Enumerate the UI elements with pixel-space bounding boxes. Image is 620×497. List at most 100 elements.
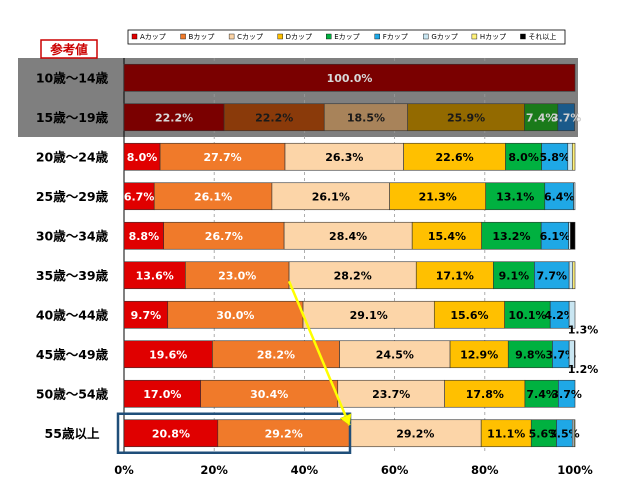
bar-segment	[541, 142, 569, 171]
outside-data-label: 1.2%	[568, 363, 599, 376]
data-label: 4.2%	[544, 309, 575, 322]
annotations: 1.3% 1.2%	[116, 280, 599, 454]
x-tick-label: 60%	[381, 463, 409, 477]
data-label: 23.0%	[218, 269, 256, 282]
data-label: 27.7%	[203, 151, 241, 164]
bars: 100.0%22.2% 22.2% 18.5% 25.9% 7.4%3.7%8.0% 27…	[123, 63, 582, 448]
data-label: 13.1%	[496, 190, 534, 203]
data-label: 11.1%	[487, 427, 525, 440]
bar-segment	[573, 182, 576, 211]
data-label: 8.0%	[508, 151, 539, 164]
legend-entry: Aカップ	[140, 33, 166, 41]
bar-segment	[200, 379, 339, 408]
bar-segment	[411, 221, 482, 250]
category-label: 50歳～54歳	[36, 386, 109, 401]
legend-swatch	[326, 33, 332, 40]
data-label: 30.0%	[216, 309, 254, 322]
bar-segment	[572, 261, 576, 290]
data-label: 26.1%	[312, 190, 350, 203]
highlight-box	[116, 412, 352, 454]
bar-segment	[123, 419, 219, 448]
bar-segment	[123, 103, 225, 132]
bar-segment	[433, 300, 505, 329]
bar-segment	[540, 221, 569, 250]
data-label: 29.2%	[396, 427, 434, 440]
data-label: 20.8%	[152, 427, 190, 440]
data-label: 17.1%	[436, 269, 474, 282]
legend-entry: Gカップ	[431, 33, 457, 41]
data-label: 21.3%	[419, 190, 457, 203]
bar-segment	[571, 142, 576, 171]
x-tick-label: 0%	[114, 463, 134, 477]
data-label: 29.1%	[350, 309, 388, 322]
bar-segment	[493, 261, 535, 290]
category-label: 40歳～44歳	[36, 307, 109, 322]
legend-entry: Bカップ	[189, 33, 215, 41]
data-label: 26.3%	[325, 151, 363, 164]
data-label: 9.1%	[499, 269, 530, 282]
bar-segment	[573, 419, 576, 448]
data-label: 26.1%	[194, 190, 232, 203]
category-label: 35歳～39歳	[36, 268, 109, 283]
data-label: 28.4%	[329, 230, 367, 243]
bar-segment	[558, 379, 576, 408]
legend-box	[127, 29, 566, 45]
data-label: 22.2%	[155, 111, 193, 124]
data-label: 7.7%	[537, 269, 568, 282]
category-label: 45歳～49歳	[36, 347, 109, 362]
bar-segment	[217, 419, 350, 448]
bar-segment	[123, 142, 161, 171]
data-label: 8.0%	[127, 151, 158, 164]
reference-badge-box	[40, 39, 98, 59]
legend-swatch	[423, 33, 429, 40]
legend-swatch	[228, 33, 235, 40]
x-tick-label: 100%	[557, 463, 593, 477]
data-label: 24.5%	[376, 348, 414, 361]
reference-label: 参考値	[50, 42, 88, 57]
bar-segment	[284, 142, 404, 171]
data-label: 6.7%	[124, 190, 155, 203]
data-label: 29.2%	[265, 427, 303, 440]
legend-swatch	[471, 33, 478, 40]
legend-swatch	[374, 33, 380, 40]
data-label: 9.7%	[131, 309, 162, 322]
data-label: 28.2%	[257, 348, 295, 361]
data-label: 3.7%	[546, 348, 577, 361]
bar-segment	[271, 182, 390, 211]
data-label: 18.5%	[347, 111, 385, 124]
bar-segment	[505, 142, 542, 171]
category-labels: 10歳～14歳 15歳～19歳 20歳～24歳 25歳～29歳 30歳～34歳 35歳～3…	[36, 70, 109, 441]
x-tick-label: 20%	[200, 463, 228, 477]
legend-entry: Dカップ	[286, 33, 312, 41]
legend-swatch	[277, 33, 283, 40]
bar-segment	[568, 300, 576, 329]
arrow-line	[287, 280, 351, 426]
data-label: 26.7%	[205, 230, 243, 243]
data-label: 22.6%	[435, 151, 473, 164]
bar-segment	[323, 103, 408, 132]
bar-segment	[167, 300, 304, 329]
data-label: 23.7%	[372, 388, 410, 401]
x-tick-label: 40%	[291, 463, 319, 477]
data-label: 6.4%	[544, 190, 575, 203]
bar-segment	[389, 182, 487, 211]
arrow-head	[339, 413, 352, 426]
data-label: 5.8%	[539, 151, 570, 164]
bar-segment	[415, 261, 494, 290]
data-label: 7.4%	[526, 111, 557, 124]
category-label: 55歳以上	[45, 426, 100, 441]
data-label: 19.6%	[149, 348, 187, 361]
bar-segment	[123, 221, 164, 250]
data-label: 17.8%	[466, 388, 504, 401]
category-label: 30歳～34歳	[36, 228, 109, 243]
x-axis-tick-labels: 0% 20% 40% 60% 80% 100%	[114, 463, 593, 477]
bar-segment	[504, 300, 551, 329]
bar-segment	[123, 261, 186, 290]
bar-segment	[524, 103, 559, 132]
data-label: 12.9%	[460, 348, 498, 361]
data-label: 17.0%	[143, 388, 181, 401]
legend: Aカップ Bカップ Cカップ Dカップ Eカップ Fカップ Gカップ Hカップ それ以上	[127, 29, 566, 45]
bar-segment	[185, 261, 290, 290]
data-label: 13.6%	[136, 269, 174, 282]
category-label: 20歳～24歳	[36, 149, 109, 164]
